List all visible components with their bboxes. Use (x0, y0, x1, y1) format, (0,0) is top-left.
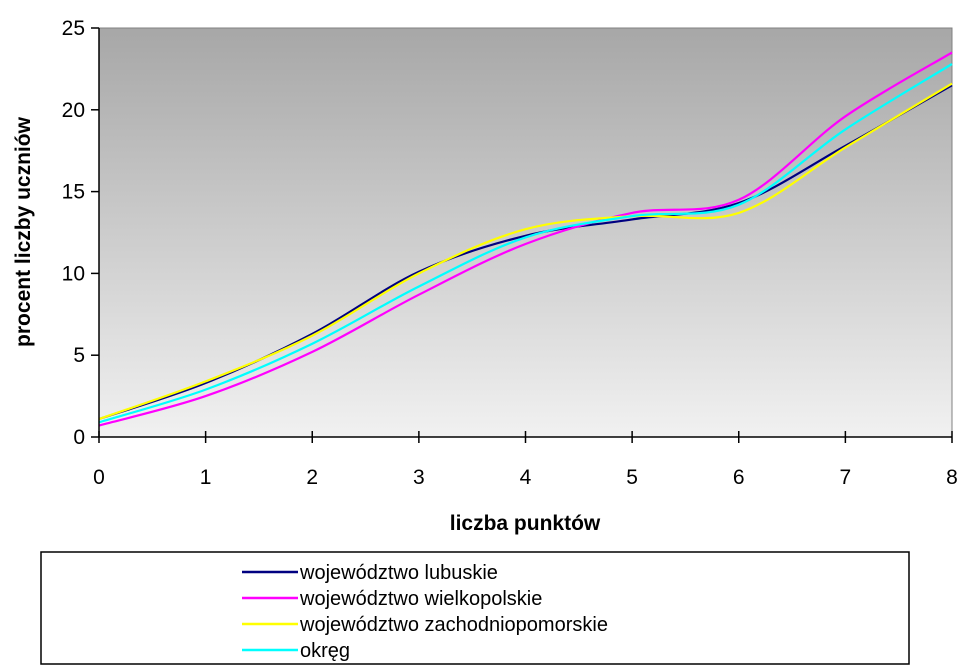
legend-label-1: województwo lubuskie (299, 562, 498, 584)
x-tick-label: 4 (520, 466, 532, 489)
x-tick-label: 3 (413, 466, 425, 489)
x-tick-label: 7 (840, 466, 852, 489)
tick-labels: 0 1 2 3 4 5 6 7 8 0 5 10 15 20 25 (62, 17, 958, 489)
series-layer (98, 51, 953, 427)
x-axis-title: liczba punktów (450, 512, 601, 535)
series-line-3 (98, 82, 953, 421)
y-tick-label: 5 (73, 344, 85, 367)
x-tick-label: 5 (626, 466, 638, 489)
y-axis-title: procent liczby uczniów (12, 116, 35, 347)
x-tick-label: 2 (306, 466, 318, 489)
legend-label-2: województwo wielkopolskie (299, 588, 542, 610)
series-line-4 (98, 63, 953, 424)
legend-label-3: województwo zachodniopomorskie (299, 614, 608, 636)
x-tick-label: 6 (733, 466, 745, 489)
plot-area (98, 27, 953, 438)
legend-label-4: okręg (300, 640, 350, 662)
series-line-2 (98, 51, 953, 427)
y-tick-label: 15 (62, 181, 85, 204)
y-tick-label: 20 (62, 99, 85, 122)
y-tick-label: 25 (62, 17, 85, 40)
legend: województwo lubuskie województwo wielkopo… (242, 562, 608, 662)
y-tick-label: 10 (62, 262, 85, 285)
x-tick-label: 0 (93, 466, 105, 489)
legend-box (40, 551, 910, 665)
y-tick-label: 0 (73, 426, 85, 449)
axes (91, 27, 953, 443)
x-tick-label: 8 (946, 466, 958, 489)
x-tick-label: 1 (200, 466, 212, 489)
